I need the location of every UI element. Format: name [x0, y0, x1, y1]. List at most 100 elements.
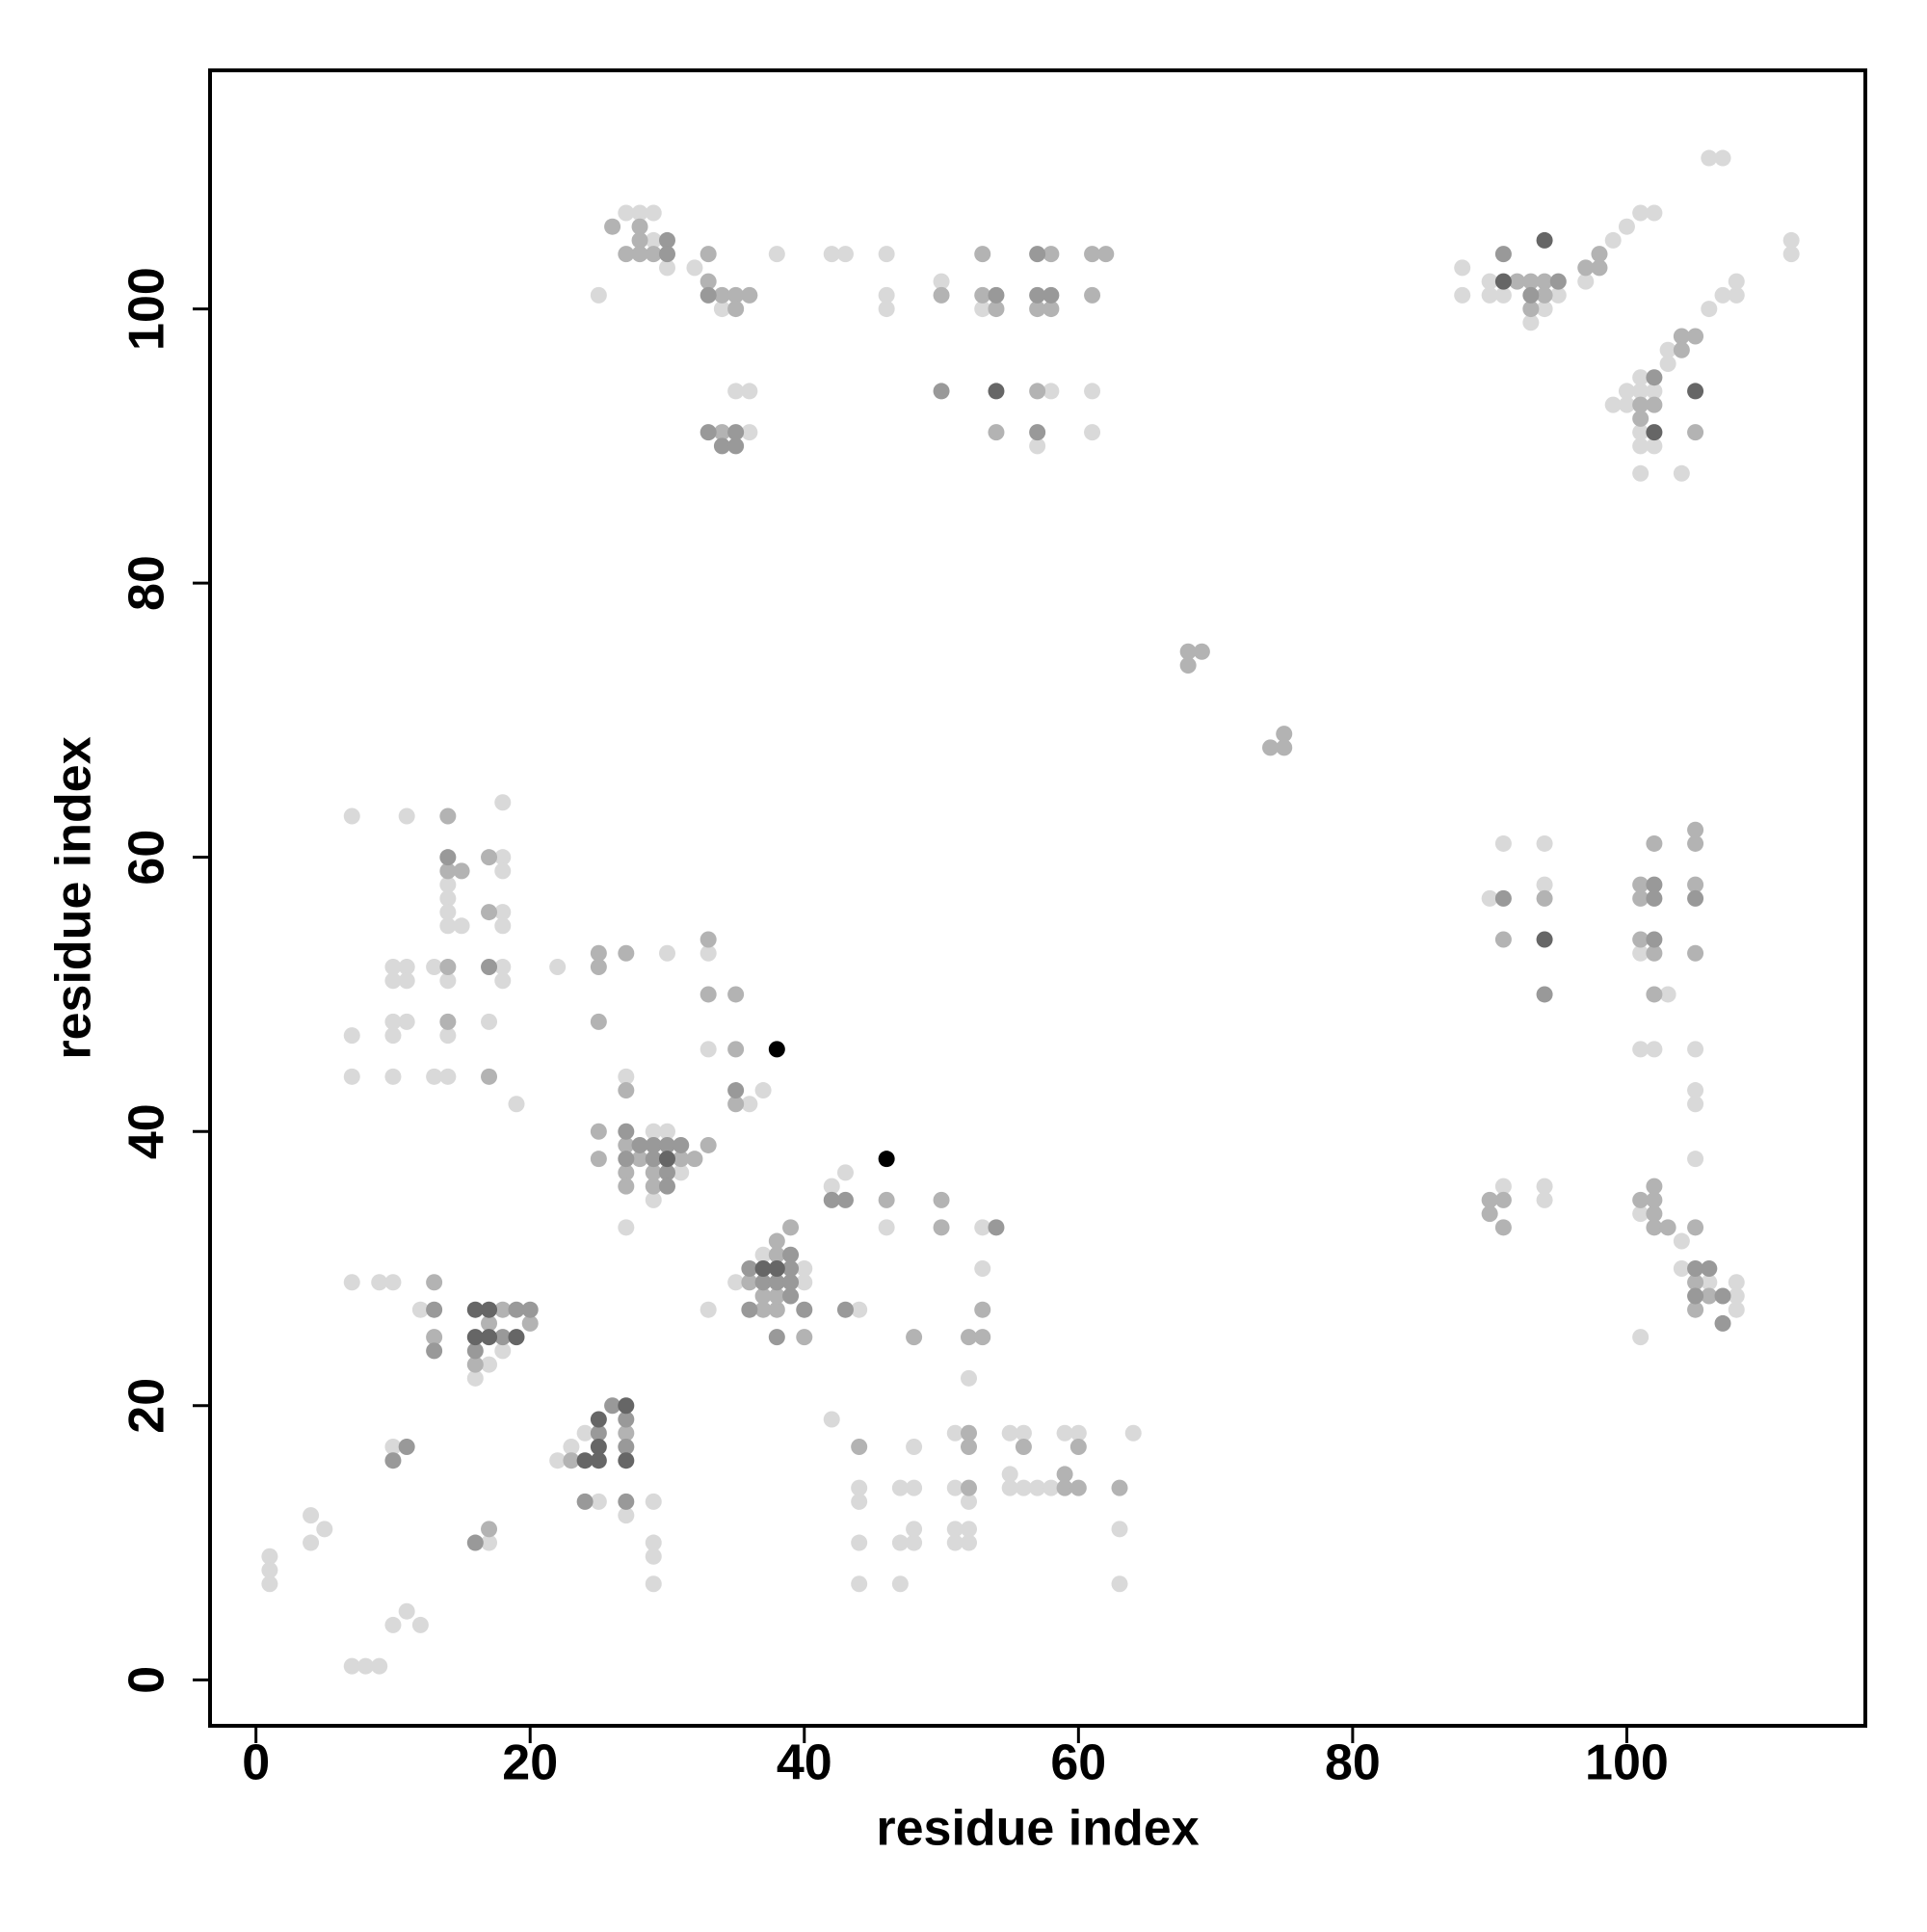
contact-point	[1494, 834, 1512, 852]
contact-point	[618, 1507, 635, 1524]
contact-point	[1632, 876, 1650, 893]
contact-point	[1522, 286, 1540, 304]
contact-point	[700, 273, 717, 290]
contact-point	[741, 1274, 758, 1291]
contact-point	[1481, 1205, 1498, 1223]
contact-point	[754, 1260, 772, 1278]
contact-point	[686, 1151, 703, 1168]
contact-point	[1646, 424, 1663, 441]
contact-point	[1604, 231, 1622, 249]
contact-point	[1029, 301, 1046, 318]
contact-point	[906, 1329, 923, 1346]
contact-point	[645, 1164, 662, 1181]
contact-point	[631, 204, 648, 222]
contact-point	[673, 1164, 690, 1181]
contact-point	[631, 246, 648, 263]
contact-point	[645, 1575, 662, 1593]
contact-point	[426, 1301, 443, 1318]
contact-point	[1494, 1191, 1512, 1208]
contact-point	[1193, 643, 1210, 660]
contact-point	[481, 904, 498, 921]
contact-point	[988, 286, 1005, 304]
contact-point	[494, 958, 512, 975]
contact-point	[384, 1068, 402, 1085]
contact-point	[782, 1274, 800, 1291]
contact-point	[631, 218, 648, 235]
contact-point	[1687, 1041, 1704, 1058]
contact-point	[768, 1260, 785, 1278]
contact-point	[891, 1575, 909, 1593]
contact-point	[782, 1260, 800, 1278]
contact-point	[1632, 1041, 1650, 1058]
contact-point	[590, 1452, 607, 1469]
contact-point	[576, 1424, 594, 1442]
contact-point	[933, 1191, 950, 1208]
contact-point	[1084, 246, 1101, 263]
contact-point	[658, 231, 675, 249]
contact-point	[1604, 396, 1622, 413]
contact-point	[508, 1329, 525, 1346]
contact-point	[1659, 1219, 1676, 1236]
y-tick-label: 100	[119, 267, 175, 351]
contact-point	[851, 1575, 868, 1593]
contact-point	[673, 1136, 690, 1153]
contact-point	[1687, 876, 1704, 893]
contact-point	[1646, 369, 1663, 386]
contact-point	[1618, 218, 1635, 235]
contact-point	[658, 1178, 675, 1195]
contact-point	[618, 1493, 635, 1510]
contact-point	[1276, 739, 1293, 756]
contact-point	[466, 1534, 484, 1551]
contact-point	[371, 1274, 388, 1291]
contact-point	[618, 1397, 635, 1415]
contact-point	[700, 424, 717, 441]
contact-point	[618, 1219, 635, 1236]
contact-point	[645, 246, 662, 263]
contact-point	[1728, 1287, 1745, 1305]
contact-point	[851, 1301, 868, 1318]
contact-point	[700, 1041, 717, 1058]
contact-point	[961, 1521, 978, 1538]
contact-point	[1728, 286, 1745, 304]
contact-point	[727, 301, 745, 318]
contact-point	[946, 1479, 964, 1496]
contact-point	[631, 1151, 648, 1168]
contact-point	[466, 1301, 484, 1318]
contact-point	[1276, 726, 1293, 743]
contact-point	[754, 1082, 772, 1099]
contact-point	[906, 1438, 923, 1455]
contact-point	[878, 301, 895, 318]
contact-point	[741, 1096, 758, 1113]
contact-point	[1782, 231, 1800, 249]
contact-point	[618, 1136, 635, 1153]
contact-point	[768, 1274, 785, 1291]
contact-point	[1673, 1232, 1690, 1250]
contact-point	[974, 246, 991, 263]
contact-point	[1494, 1219, 1512, 1236]
contact-point	[343, 1068, 360, 1085]
x-tick-label: 20	[502, 1735, 558, 1791]
contact-point	[343, 807, 360, 825]
contact-point	[563, 1452, 580, 1469]
contact-point	[961, 1369, 978, 1387]
contact-point	[618, 1151, 635, 1168]
contact-point	[384, 1027, 402, 1045]
contact-point	[453, 917, 470, 935]
contact-point	[1001, 1479, 1018, 1496]
contact-point	[1509, 273, 1526, 290]
contact-point	[618, 1411, 635, 1428]
contact-point	[1646, 396, 1663, 413]
contact-point	[466, 1342, 484, 1360]
contact-point	[590, 958, 607, 975]
contact-point	[1673, 464, 1690, 482]
contact-point	[658, 1123, 675, 1140]
contact-point	[466, 1356, 484, 1373]
contact-point	[1029, 424, 1046, 441]
contact-point	[1494, 246, 1512, 263]
contact-point	[1043, 246, 1060, 263]
contact-point	[1646, 1191, 1663, 1208]
contact-point	[1782, 246, 1800, 263]
contact-point	[439, 889, 457, 907]
contact-point	[1522, 273, 1540, 290]
contact-point	[1536, 1178, 1553, 1195]
